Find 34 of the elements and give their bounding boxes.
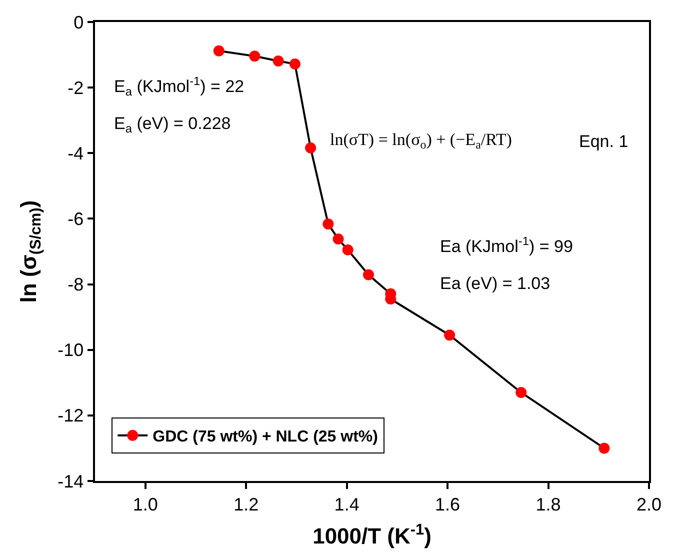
point	[213, 45, 224, 56]
point	[332, 234, 344, 245]
point	[362, 269, 374, 280]
legend-label: GDC (75 wt%) + NLC (25 wt%)	[152, 428, 378, 446]
annotation: Ea (KJmol$^{-1}$) = 99	[440, 234, 573, 256]
annotation: ln(σT) = ln(σ$_{o}$) + (−E$_{a}$/RT)	[330, 130, 512, 152]
point	[249, 50, 260, 62]
y-tick-label: -12	[58, 406, 84, 426]
x-axis-title: 1000/T (K$^{-1}$)	[312, 522, 432, 549]
y-tick-label: -8	[68, 274, 84, 295]
point	[444, 330, 456, 341]
x-tick-label: 1.0	[132, 494, 158, 514]
x-tick-label: 1.2	[234, 494, 259, 514]
y-tick-label: -2	[68, 78, 84, 98]
point	[516, 386, 527, 398]
point	[598, 442, 610, 454]
y-tick-label: 0	[74, 12, 84, 32]
annotation: E$_{a}$ (KJmol$^{-1}$) = 22	[114, 74, 244, 99]
point	[342, 244, 354, 256]
y-tick-label: -14	[58, 471, 84, 492]
x-tick-label: 2.0	[636, 494, 662, 514]
y-tick-label: -10	[58, 340, 84, 360]
x-tick-label: 1.8	[536, 494, 561, 514]
annotation: Eqn. 1	[579, 132, 628, 151]
point	[289, 58, 300, 70]
y-tick-label: -4	[68, 143, 84, 164]
point	[322, 218, 334, 230]
point	[305, 142, 316, 154]
annotation: E$_{a}$ (eV) = 0.228	[114, 114, 231, 136]
annotation: Ea (eV) = 1.03	[440, 274, 550, 293]
x-tick-label: 1.6	[435, 494, 460, 514]
point	[272, 56, 284, 67]
y-tick-label: -6	[68, 209, 84, 230]
x-tick-label: 1.4	[334, 494, 360, 514]
